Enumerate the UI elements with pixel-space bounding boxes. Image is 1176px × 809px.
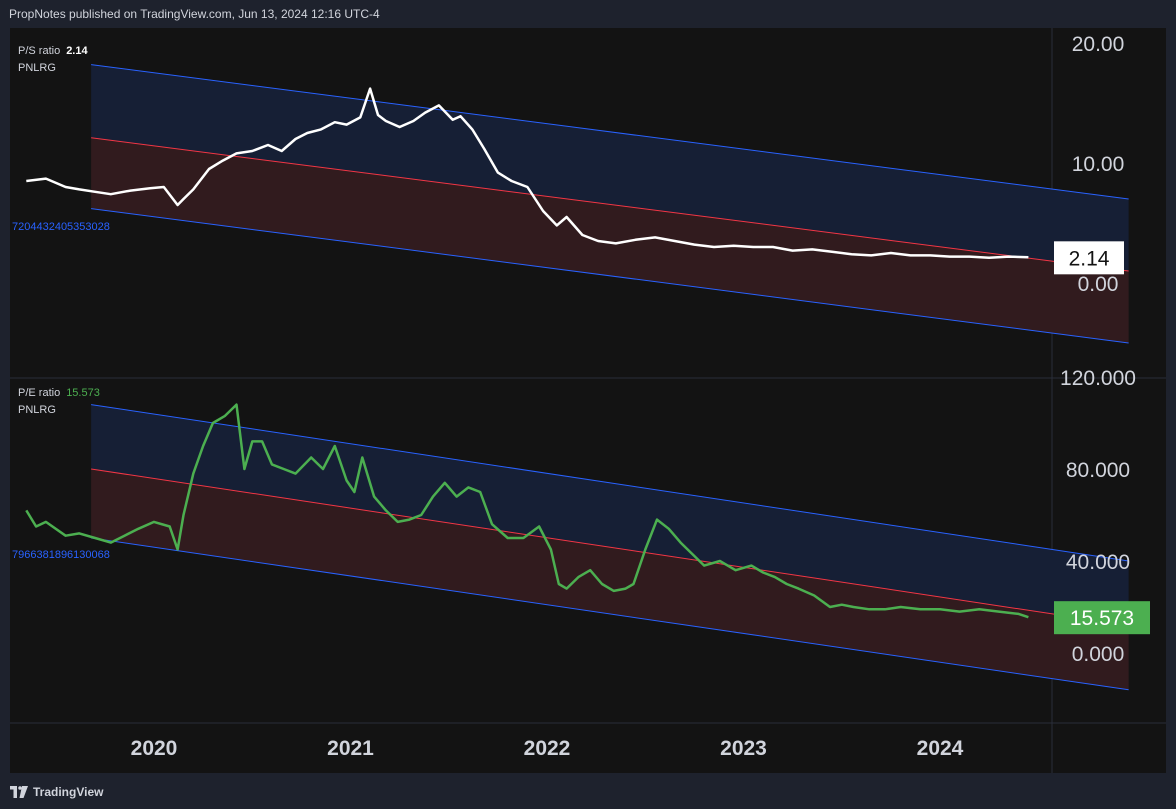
ps-upper-channel-line: [91, 64, 1129, 200]
ps-series-line: [26, 87, 1029, 260]
x-tick-label: 2023: [720, 737, 767, 760]
pe-regression-label: 7966381896130068: [12, 549, 110, 561]
ps-y-tick-label: 20.00: [1072, 33, 1125, 56]
tradingview-logo-icon: [10, 786, 28, 798]
pe-indicator-name: PNLRG: [18, 404, 56, 416]
pe-legend-title: P/E ratio: [18, 387, 61, 399]
ps-upper-band: [91, 64, 1129, 271]
ps-legend-value: 2.14: [66, 45, 88, 57]
x-tick-label: 2024: [917, 737, 964, 760]
pe-legend[interactable]: P/E ratio 15.573 PNLRG: [18, 385, 100, 419]
x-tick-label: 2020: [131, 737, 178, 760]
pe-current-value-tag: [1054, 601, 1150, 635]
pe-y-tick-label: 40.000: [1066, 551, 1130, 574]
chart-area[interactable]: 20.00 10.00 0.00 2.14 120.000 80.000 40.000 0.0…: [10, 28, 1166, 773]
ps-y-tick-label: 10.00: [1072, 153, 1125, 176]
pe-y-tick-label: 0.000: [1072, 643, 1125, 666]
ps-lower-channel-line: [91, 208, 1129, 344]
ps-regression-label: 7204432405353028: [12, 221, 110, 233]
publish-header: PropNotes published on TradingView.com, …: [0, 0, 1176, 28]
chart-svg[interactable]: 20.00 10.00 0.00 2.14 120.000 80.000 40.000 0.0…: [10, 28, 1166, 773]
pe-y-tick-label: 80.000: [1066, 459, 1130, 482]
pe-upper-channel-line: [91, 404, 1129, 562]
ps-indicator-name: PNLRG: [18, 62, 56, 74]
ps-legend[interactable]: P/S ratio 2.14 PNLRG: [18, 43, 88, 77]
pe-regression-line: [91, 468, 1129, 626]
ps-current-value-label: 2.14: [1069, 247, 1110, 270]
pe-lower-band: [91, 469, 1129, 690]
publish-text: PropNotes published on TradingView.com, …: [9, 7, 380, 21]
pe-lower-channel-line: [91, 537, 1129, 691]
pe-legend-value: 15.573: [66, 387, 100, 399]
x-tick-label: 2022: [524, 737, 571, 760]
x-tick-label: 2021: [327, 737, 374, 760]
pe-upper-band: [91, 404, 1129, 626]
ps-regression-line: [91, 137, 1129, 272]
ps-y-tick-label: 0.00: [1078, 273, 1119, 296]
ps-current-value-tag: [1054, 241, 1124, 275]
ps-legend-title: P/S ratio: [18, 45, 61, 57]
pe-current-value-label: 15.573: [1070, 607, 1134, 630]
footer-brand: TradingView: [33, 785, 104, 799]
ps-lower-band: [91, 137, 1129, 343]
pe-series-line: [25, 403, 1029, 619]
footer: TradingView: [0, 776, 1176, 809]
pe-y-tick-label: 120.000: [1060, 367, 1136, 390]
